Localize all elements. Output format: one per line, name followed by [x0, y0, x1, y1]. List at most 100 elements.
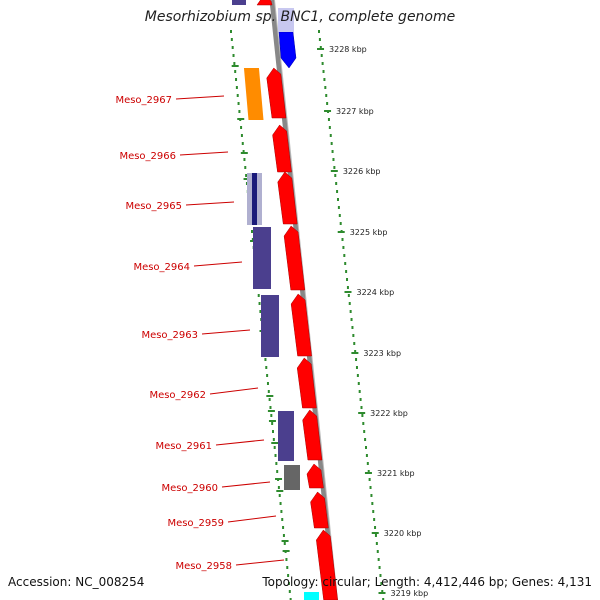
cog-box-cyan — [304, 592, 319, 600]
inner-ring-dot — [235, 78, 238, 81]
gene-label-leader — [227, 515, 277, 523]
scale-tick — [324, 110, 332, 112]
inner-ring-dot — [285, 558, 288, 561]
forward-cds-arrow — [290, 293, 312, 357]
outer-ring-dot — [331, 150, 334, 153]
forward-cds-arrow — [296, 357, 317, 409]
inner-ring-dot — [283, 542, 286, 545]
inner-ring-dot — [282, 526, 285, 529]
outer-ring-dot — [381, 590, 384, 593]
inner-ring-dot — [258, 302, 261, 305]
outer-ring-dot — [374, 534, 377, 537]
outer-ring-dot — [365, 446, 368, 449]
outer-ring-dot — [329, 134, 332, 137]
inner-ring-dot — [280, 510, 283, 513]
outer-ring-dot — [348, 302, 351, 305]
outer-ring-dot — [344, 262, 347, 265]
outer-ring-dot — [346, 278, 349, 281]
inner-ring-dot — [265, 366, 268, 369]
gene-label-leader — [201, 329, 251, 335]
gene-label: Meso_2960 — [161, 483, 218, 494]
inner-ring-dot — [236, 94, 239, 97]
outer-ring-dot — [345, 270, 348, 273]
forward-cds-arrow — [277, 171, 298, 225]
outer-ring-dot — [361, 414, 364, 417]
outer-ring-dot — [371, 502, 374, 505]
outer-ring-dot — [341, 238, 344, 241]
inner-ring-tick — [240, 152, 248, 154]
outer-ring-dot — [352, 334, 355, 337]
outer-ring-dot — [380, 582, 383, 585]
outer-ring-dot — [359, 398, 362, 401]
outer-ring-dot — [377, 558, 380, 561]
outer-ring-dot — [375, 542, 378, 545]
inner-ring-dot — [267, 390, 270, 393]
outer-ring-dot — [330, 142, 333, 145]
inner-ring-dot — [244, 166, 247, 169]
outer-ring-dot — [369, 486, 372, 489]
cog-box-purple — [278, 411, 294, 461]
inner-ring-dot — [231, 46, 234, 49]
outer-ring-dot — [376, 550, 379, 553]
gene-label-leader — [221, 481, 271, 488]
forward-cds-arrow — [310, 491, 329, 529]
scale-label: 3220 kbp — [384, 529, 422, 538]
gene-label-leader — [179, 151, 229, 156]
inner-ring-dot — [257, 294, 260, 297]
forward-cds-arrow — [272, 124, 292, 173]
outer-ring-dot — [318, 38, 321, 41]
outer-ring-dot — [355, 358, 358, 361]
scale-tick — [364, 472, 372, 474]
cog-box-orange — [243, 68, 264, 120]
inner-ring-dot — [272, 438, 275, 441]
gene-label-leader — [193, 261, 243, 267]
inner-ring-tick — [267, 410, 275, 412]
gene-label: Meso_2966 — [119, 151, 176, 162]
outer-ring-dot — [379, 574, 382, 577]
gene-label: Meso_2967 — [115, 95, 172, 106]
outer-ring-dot — [365, 454, 368, 457]
gene-label: Meso_2965 — [125, 201, 182, 212]
gene-label-leader — [185, 201, 235, 206]
inner-ring-dot — [289, 598, 292, 600]
scale-label: 3225 kbp — [350, 228, 388, 237]
inner-ring-dot — [271, 422, 274, 425]
scale-tick — [317, 48, 325, 50]
gene-label-leader — [209, 387, 259, 395]
outer-ring-dot — [372, 510, 375, 513]
outer-ring-dot — [325, 94, 328, 97]
outer-ring-dot — [353, 342, 356, 345]
inner-ring-dot — [230, 38, 233, 41]
inner-ring-tick — [231, 65, 239, 67]
inner-ring-dot — [234, 70, 237, 73]
scale-tick — [344, 291, 352, 293]
inner-ring-dot — [281, 518, 284, 521]
inner-ring-dot — [237, 102, 240, 105]
outer-ring-dot — [364, 438, 367, 441]
cog-box-gray — [284, 465, 300, 490]
cog-box-purple-top — [232, 0, 246, 5]
outer-ring-dot — [342, 246, 345, 249]
inner-ring-dot — [266, 382, 269, 385]
forward-cds-arrow — [283, 225, 306, 291]
inner-ring-dot — [273, 446, 276, 449]
inner-ring-dot — [245, 174, 248, 177]
outer-ring-dot — [373, 518, 376, 521]
inner-ring-dot — [233, 62, 236, 65]
outer-ring-dot — [366, 462, 369, 465]
gene-label: Meso_2964 — [133, 262, 190, 273]
outer-ring-dot — [358, 390, 361, 393]
scale-tick — [371, 532, 379, 534]
inner-ring-dot — [243, 158, 246, 161]
genome-backbone-highlight — [274, 0, 338, 600]
outer-ring-dot — [363, 430, 366, 433]
forward-cds-arrow — [266, 67, 287, 119]
inner-ring-dot — [242, 150, 245, 153]
scale-label: 3228 kbp — [329, 45, 367, 54]
scale-label: 3219 kbp — [391, 589, 429, 598]
outer-ring-dot — [356, 374, 359, 377]
cog-box-dark-stripe — [252, 173, 257, 225]
outer-ring-dot — [367, 470, 370, 473]
inner-ring-tick — [281, 540, 289, 542]
